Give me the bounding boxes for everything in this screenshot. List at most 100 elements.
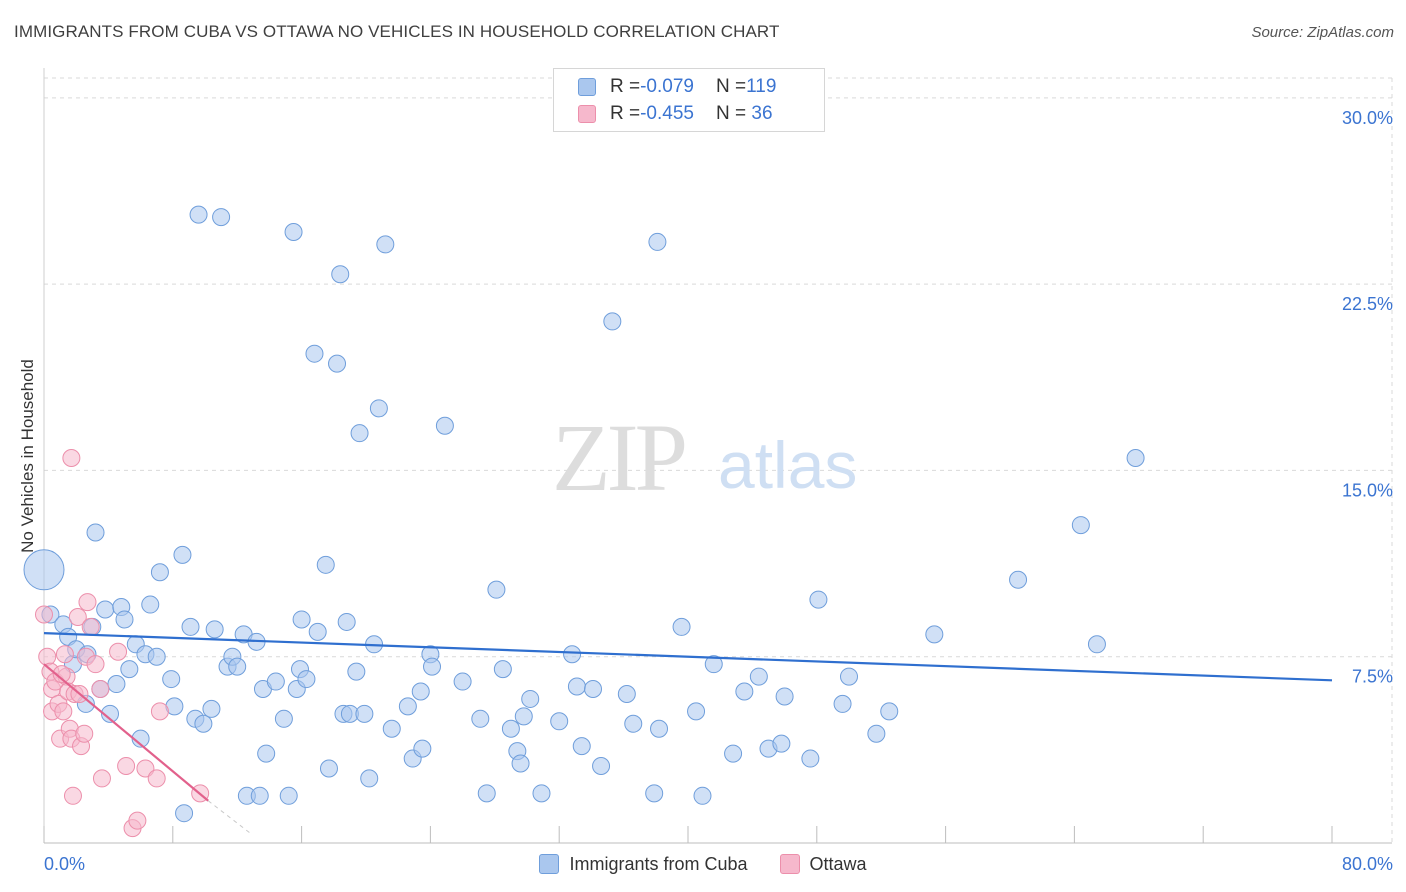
point-cuba [1009,570,1028,589]
point-cuba [880,702,899,721]
legend-n-label: N = [715,103,747,124]
point-ottawa [54,702,73,721]
legend-item-ottawa[interactable]: Ottawa [779,853,867,875]
point-cuba [833,694,852,713]
point-cuba [809,590,828,609]
chart-title: IMMIGRANTS FROM CUBA VS OTTAWA NO VEHICL… [14,22,780,41]
point-cuba [101,704,120,723]
point-cuba [672,617,691,636]
point-cuba [867,724,886,743]
point-cuba [735,682,754,701]
point-cuba [316,555,335,574]
point-cuba [592,757,611,776]
point-cuba [724,744,743,763]
trendline-cuba [43,632,1333,682]
point-cuba [328,354,347,373]
point-cuba [194,714,213,733]
point-ottawa [38,647,57,666]
point-cuba [284,222,303,241]
point-cuba [650,719,669,738]
point-cuba [257,744,276,763]
point-ottawa [75,724,94,743]
point-cuba [150,563,169,582]
watermark: ZIP atlas [552,404,857,511]
legend-r-value: -0.079 [640,76,694,97]
point-cuba [521,689,540,708]
series-ottawa [35,449,210,838]
point-cuba [274,709,293,728]
point-cuba [511,754,530,773]
point-cuba [347,662,366,681]
legend-n-value: 119 [746,76,777,97]
point-ottawa [78,593,97,612]
tick-layer: 7.5% 15.0% 22.5% 30.0% 0.0% 80.0% [44,108,1393,874]
point-ottawa [81,617,100,636]
legend-r-value: -0.455 [640,103,694,124]
y-tick-label: 22.5% [1342,294,1393,314]
point-ottawa [55,645,74,664]
point-cuba [413,739,432,758]
point-cuba [162,670,181,689]
point-cuba [120,660,139,679]
legend-swatch-cuba [539,854,560,874]
legend-n-label: N = [715,76,747,97]
point-cuba [617,684,636,703]
point-cuba [369,399,388,418]
x-tick-label: 0.0% [44,854,85,874]
legend-row-ottawa: R = -0.455 N = 36 [578,102,773,126]
point-cuba [801,749,820,768]
legend-label-ottawa: Ottawa [809,853,867,874]
legend-r-label: R = [610,76,641,97]
point-cuba [423,657,442,676]
point-cuba [331,265,350,284]
grid-layer [44,77,1392,658]
correlation-legend: R = -0.079 N = 119 R = -0.455 N = 36 [553,68,825,132]
chart-source: Source: ZipAtlas.com [1251,24,1394,41]
point-ottawa [128,811,147,830]
point-cuba [147,647,166,666]
point-ottawa [63,786,82,805]
y-tick-label: 30.0% [1342,108,1393,128]
point-cuba [181,617,200,636]
point-cuba [319,759,338,778]
point-cuba [411,682,430,701]
point-cuba [173,545,192,564]
point-cuba [648,232,667,251]
point-cuba [645,784,664,803]
legend-swatch-ottawa [578,105,596,123]
point-cuba [572,737,591,756]
point-cuba [279,786,298,805]
point-cuba [212,208,231,227]
point-cuba [96,600,115,619]
point-cuba [297,670,316,689]
watermark-zip: ZIP [552,404,685,511]
point-cuba [350,424,369,443]
point-cuba [567,677,586,696]
point-ottawa [35,605,53,624]
legend-swatch-ottawa [779,854,800,874]
point-cuba [305,344,324,363]
point-cuba [687,702,706,721]
point-cuba [493,660,512,679]
point-cuba [584,680,603,699]
point-cuba [376,235,395,254]
point-cuba [337,612,356,631]
legend-item-cuba[interactable]: Immigrants from Cuba [539,854,748,875]
point-cuba [563,645,582,664]
point-cuba [115,610,134,629]
series-cuba [23,205,1145,823]
point-ottawa [109,642,128,661]
point-cuba [487,580,506,599]
point-cuba [477,784,496,803]
points-layer [23,205,1145,838]
point-ottawa [86,655,105,674]
point-cuba [266,672,285,691]
point-ottawa [91,680,110,699]
point-cuba [471,709,490,728]
point-cuba [360,769,379,788]
point-cuba [189,205,208,224]
point-cuba [624,714,643,733]
point-cuba [250,786,269,805]
trend-layer [43,632,1333,834]
